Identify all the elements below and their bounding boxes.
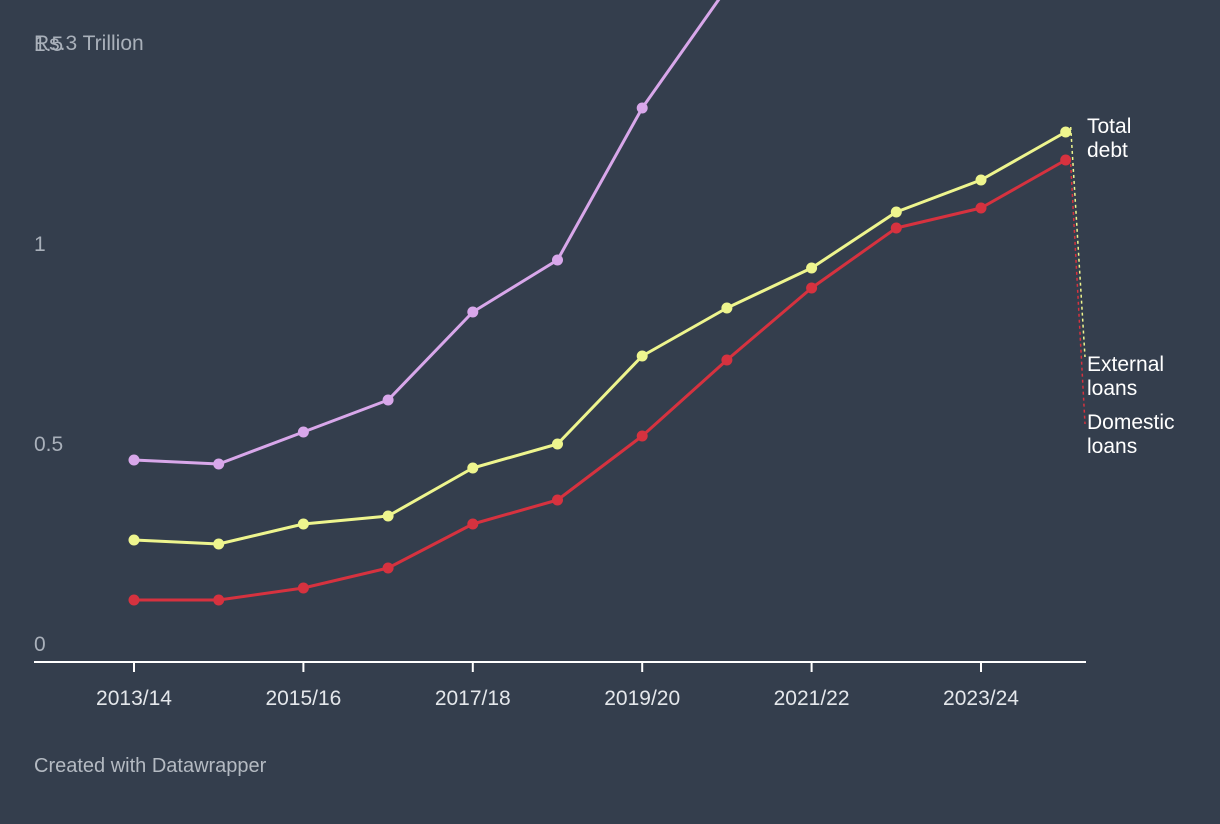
label-connector [1069,126,1086,358]
data-point [552,438,563,450]
x-tick-label: 2023/24 [943,687,1019,710]
x-tick-label: 2019/20 [604,687,680,710]
data-point [1060,126,1072,138]
data-point [636,350,648,362]
series-label: loans [1087,377,1137,400]
series-line [132,130,1068,546]
y-axis-unit-label: Rs.3 Trillion [34,32,144,55]
series-label: loans [1087,435,1137,458]
data-point [552,254,563,266]
data-point [467,518,479,530]
x-tick-label: 2021/22 [774,687,850,710]
x-axis-ticks: 2013/14 2015/16 2017/18 2019/20 2021/22 2023/… [96,662,1019,710]
y-tick-label: 0.5 [34,433,63,456]
series-label: debt [1087,139,1128,162]
data-point [806,282,818,294]
data-point [721,354,733,366]
series-label: Total [1087,115,1131,138]
data-point [806,262,818,274]
data-point [382,394,394,406]
data-point [213,538,225,550]
data-point [467,306,479,318]
series-line [132,158,1068,602]
x-tick-label: 2017/18 [435,687,511,710]
data-point [975,202,987,214]
y-tick-label: 0 [34,633,46,656]
data-point [128,534,140,546]
data-point [213,458,225,470]
data-point [213,594,225,606]
x-tick-label: 2013/14 [96,687,172,710]
data-point [1060,154,1072,166]
data-point [297,518,309,530]
y-tick-label: 1.5 [34,33,63,56]
data-point [297,582,309,594]
x-tick-label: 2015/16 [265,687,341,710]
data-point [890,206,902,218]
data-point [297,426,309,438]
data-point [128,594,140,606]
credit-text: Created with Datawrapper [34,755,267,777]
y-axis-ticks: 00.511.522.5 [34,33,63,656]
y-tick-label: 1 [34,233,46,256]
data-point [128,454,140,466]
data-point [467,462,479,474]
series-line [132,0,721,466]
series-label: Domestic [1087,411,1175,434]
series-label: External [1087,353,1164,376]
data-point [636,430,648,442]
data-point [382,510,394,522]
label-connector [1069,163,1086,425]
data-point [636,102,648,114]
series-group [128,0,1072,606]
data-point [382,562,394,574]
data-point [890,222,902,234]
data-point [552,494,563,506]
data-point [721,302,733,314]
data-point [975,174,987,186]
